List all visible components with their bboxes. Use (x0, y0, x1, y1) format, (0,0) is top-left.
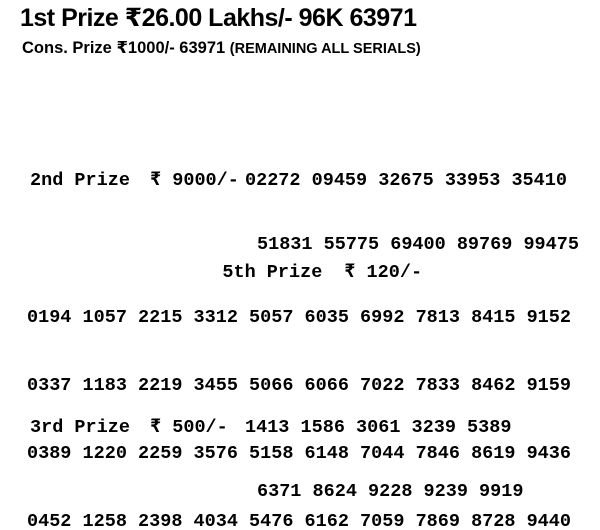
second-prize-numbers-line2: 51831 55775 69400 89769 99475 (257, 234, 579, 255)
fifth-prize-row-3: 0389 1220 2259 3576 5158 6148 7044 7846 … (27, 443, 571, 464)
prize-blocks: 2nd Prize ₹ 9000/- 02272 09459 32675 339… (30, 65, 579, 530)
consolation-prize-text: Cons. Prize ₹1000/- 63971 (22, 39, 226, 57)
second-prize-block: 2nd Prize ₹ 9000/- 02272 09459 32675 339… (30, 128, 579, 298)
consolation-prize-note: (REMAINING ALL SERIALS) (229, 41, 421, 57)
second-prize-label: 2nd Prize (30, 170, 130, 191)
third-prize-block: 3rd Prize ₹ 500/- 1413 1586 3061 3239 53… (30, 375, 579, 530)
third-prize-amount: ₹ 500/- (150, 417, 228, 438)
second-prize-row-2: 51831 55775 69400 89769 99475 (30, 234, 579, 256)
fifth-prize-amount: ₹ 120/- (344, 262, 423, 283)
fifth-prize-label: 5th Prize (222, 262, 323, 283)
fifth-prize-table: 0194 1057 2215 3312 5057 6035 6992 7813 … (27, 263, 571, 530)
third-prize-label: 3rd Prize (30, 417, 130, 438)
fifth-prize-row-4: 0452 1258 2398 4034 5476 6162 7059 7869 … (27, 511, 571, 530)
fifth-prize-row-2: 0337 1183 2219 3455 5066 6066 7022 7833 … (27, 375, 571, 396)
third-prize-numbers-line2: 6371 8624 9228 9239 9919 (257, 481, 524, 502)
first-prize-line: 1st Prize ₹26.00 Lakhs/- 96K 63971 (20, 4, 417, 32)
third-prize-numbers-line1: 1413 1586 3061 3239 5389 (245, 417, 512, 438)
third-prize-row-2: 6371 8624 9228 9239 9919 (30, 481, 579, 503)
second-prize-row-1: 2nd Prize ₹ 9000/- 02272 09459 32675 339… (30, 170, 579, 192)
second-prize-numbers-line1: 02272 09459 32675 33953 35410 (245, 170, 567, 191)
consolation-prize-line: Cons. Prize ₹1000/- 63971 (REMAINING ALL… (22, 39, 421, 58)
second-prize-amount: ₹ 9000/- (150, 170, 239, 191)
third-prize-row-1: 3rd Prize ₹ 500/- 1413 1586 3061 3239 53… (30, 417, 579, 439)
fifth-prize-header: 5th Prize ₹ 120/- (0, 240, 600, 306)
fifth-prize-row-1: 0194 1057 2215 3312 5057 6035 6992 7813 … (27, 307, 571, 328)
